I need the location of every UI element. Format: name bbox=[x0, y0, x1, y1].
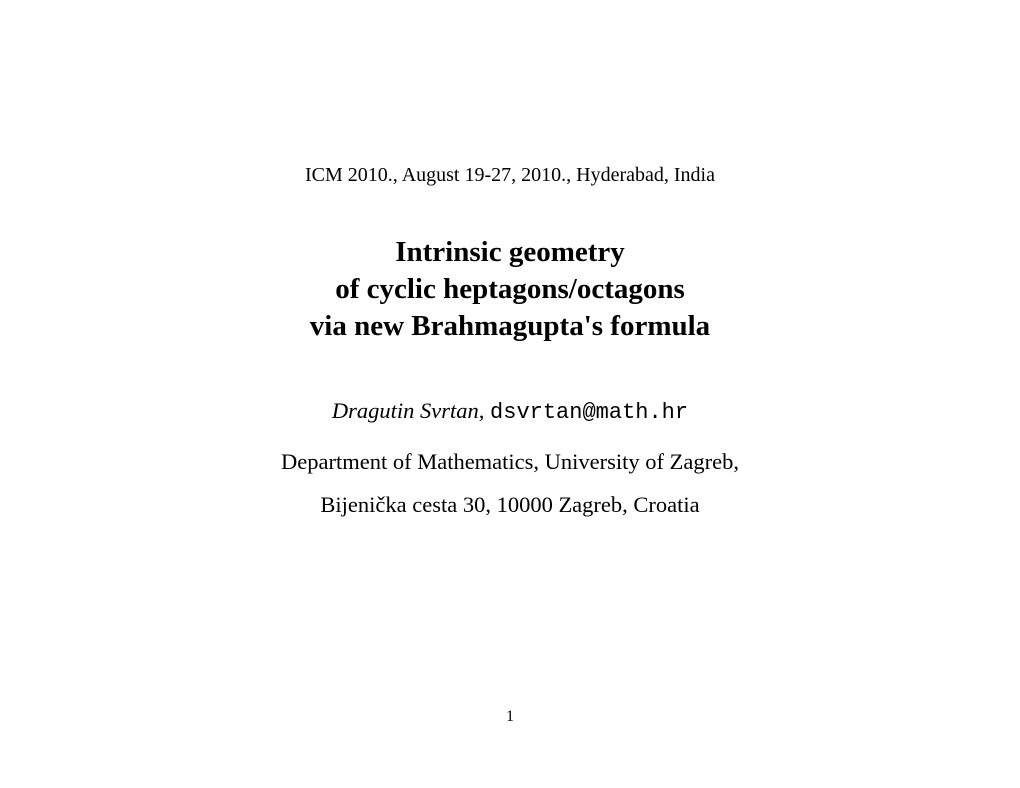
paper-title: Intrinsic geometry of cyclic heptagons/o… bbox=[0, 234, 1020, 345]
title-line-3: via new Brahmagupta's formula bbox=[0, 308, 1020, 345]
title-line-1: Intrinsic geometry bbox=[0, 234, 1020, 271]
page: ICM 2010., August 19-27, 2010., Hyderaba… bbox=[0, 0, 1020, 788]
page-number: 1 bbox=[0, 708, 1020, 726]
title-line-2: of cyclic heptagons/octagons bbox=[0, 271, 1020, 308]
affiliation-department: Department of Mathematics, University of… bbox=[0, 441, 1020, 484]
author-email: dsvrtan@math.hr bbox=[490, 400, 688, 425]
affiliation-address: Bijenička cesta 30, 10000 Zagreb, Croati… bbox=[0, 484, 1020, 527]
conference-info: ICM 2010., August 19-27, 2010., Hyderaba… bbox=[0, 162, 1020, 188]
author-name: Dragutin Svrtan, bbox=[332, 398, 485, 423]
author-line: Dragutin Svrtan, dsvrtan@math.hr bbox=[0, 395, 1020, 429]
